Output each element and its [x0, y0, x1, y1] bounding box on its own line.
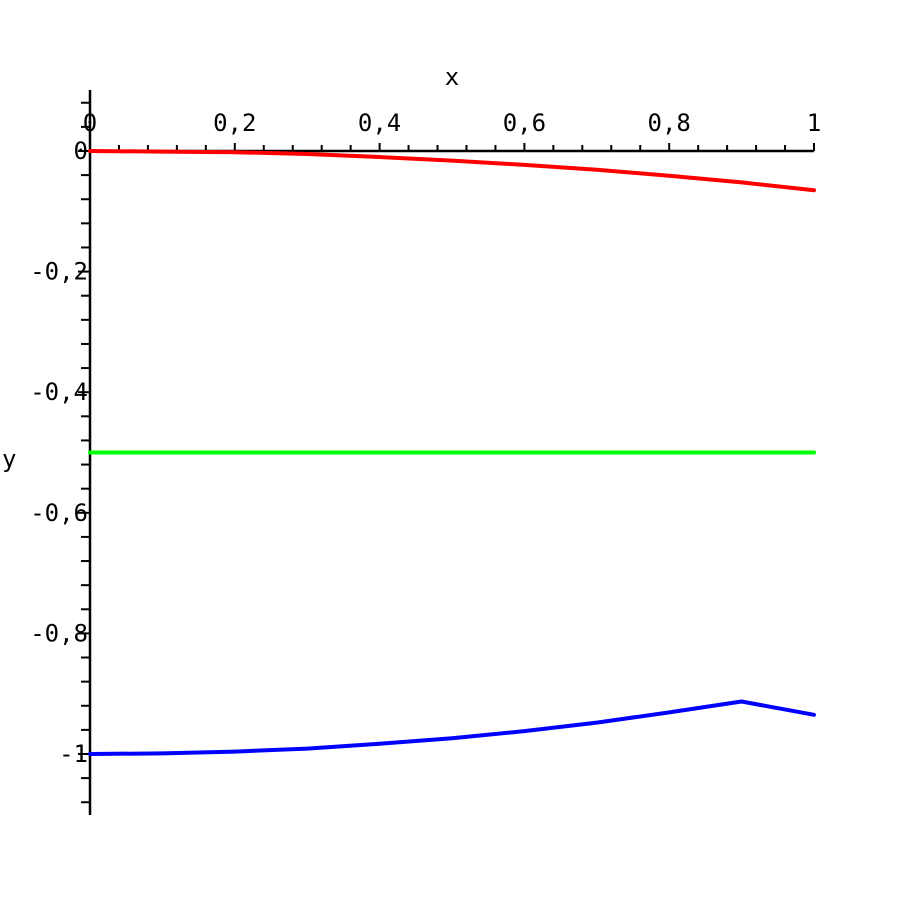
y-tick-label: -1 [59, 740, 88, 768]
y-tick-label: 0 [74, 137, 88, 165]
y-tick-label: -0,4 [30, 378, 88, 406]
x-tick-label: 0 [83, 109, 97, 137]
y-tick-label: -0,6 [30, 499, 88, 527]
series-line-3 [88, 699, 816, 756]
y-tick-label: -0,2 [30, 258, 88, 286]
ticks: 0 0,2 0,4 0,6 0,8 1 0 -0,2 -0,4 -0,6 -0,8 -1 [30, 101, 821, 804]
x-tick-label: 0,6 [503, 109, 546, 137]
x-tick-label: 0,8 [648, 109, 691, 137]
series-line-1 [88, 149, 816, 193]
y-tick-label: -0,8 [30, 619, 88, 647]
x-tick-label: 0,2 [213, 109, 256, 137]
y-axis-label: y [2, 445, 16, 473]
x-axis-label: x [445, 63, 459, 91]
x-tick-label: 1 [807, 109, 821, 137]
x-tick-label: 0,4 [358, 109, 401, 137]
series-layer [88, 149, 816, 756]
